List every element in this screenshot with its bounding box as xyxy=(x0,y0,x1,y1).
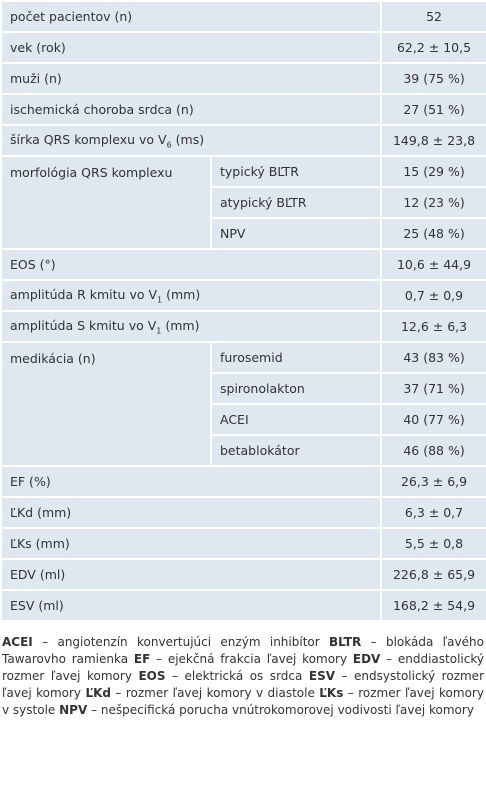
row-label: počet pacientov (n) xyxy=(0,0,383,33)
row-value: 15 (29 %) xyxy=(380,155,486,188)
table-row: betablokátor 46 (88 %) xyxy=(1,434,486,467)
row-label: EDV (ml) xyxy=(0,558,383,591)
table-row: počet pacientov (n) 52 xyxy=(0,0,486,33)
table-row: vek (rok) 62,2 ± 10,5 xyxy=(0,31,486,64)
abbreviation: ESV xyxy=(308,669,336,683)
row-value: 39 (75 %) xyxy=(380,62,486,95)
row-label: ĽKs (mm) xyxy=(0,527,383,560)
row-label: amplitúda R kmitu vo V1 (mm) xyxy=(0,279,383,312)
table-row: NPV 25 (48 %) xyxy=(1,217,486,250)
table-row: muži (n) 39 (75 %) xyxy=(0,62,486,95)
row-label: ESV (ml) xyxy=(0,589,383,622)
table-row: ESV (ml) 168,2 ± 54,9 xyxy=(0,589,486,622)
subscript: 1 xyxy=(156,326,162,336)
abbreviation-text: – enddiastolický rozmer ľavej komory xyxy=(2,652,484,683)
table-row: spironolakton 37 (71 %) xyxy=(1,372,486,405)
row-value: 6,3 ± 0,7 xyxy=(380,496,486,529)
table-row: medikácia (n) furosemid 43 (83 %) xyxy=(0,341,486,467)
abbreviation: EDV xyxy=(352,652,381,666)
row-value: 40 (77 %) xyxy=(380,403,486,436)
row-value: 149,8 ± 23,8 xyxy=(380,124,486,157)
abbreviation-text: – rozmer ľavej komory v systole xyxy=(2,686,484,717)
sub-label: atypický BĽTR xyxy=(209,186,383,219)
table-row: amplitúda S kmitu vo V1 (mm) 12,6 ± 6,3 xyxy=(0,310,486,343)
row-label: medikácia (n) xyxy=(0,341,212,467)
abbreviation: ACEI xyxy=(2,635,33,649)
row-label: amplitúda S kmitu vo V1 (mm) xyxy=(0,310,383,343)
abbreviation: NPV xyxy=(59,703,88,717)
row-label: EOS (°) xyxy=(0,248,383,281)
row-value: 12 (23 %) xyxy=(380,186,486,219)
table-row: EDV (ml) 226,8 ± 65,9 xyxy=(0,558,486,591)
abbreviation: ĽKd xyxy=(85,686,111,700)
sub-label: spironolakton xyxy=(209,372,383,405)
abbreviation-text: – angiotenzín konvertujúci enzým inhibít… xyxy=(42,635,320,649)
label-text: amplitúda R kmitu vo V xyxy=(10,286,158,302)
row-value: 52 xyxy=(380,0,486,33)
row-value: 43 (83 %) xyxy=(380,341,486,374)
row-value: 26,3 ± 6,9 xyxy=(380,465,486,498)
row-label: EF (%) xyxy=(0,465,383,498)
table-row: ĽKs (mm) 5,5 ± 0,8 xyxy=(0,527,486,560)
label-text: šírka QRS komplexu vo V xyxy=(10,131,167,147)
label-text: (mm) xyxy=(162,286,201,302)
row-label: ĽKd (mm) xyxy=(0,496,383,529)
row-value: 27 (51 %) xyxy=(380,93,486,126)
abbreviation: EOS xyxy=(138,669,166,683)
abbreviation-text: – blokáda ľavého Tawarovho ramienka xyxy=(2,635,484,666)
table-row: EF (%) 26,3 ± 6,9 xyxy=(0,465,486,498)
subscript: 6 xyxy=(166,140,172,150)
row-value: 37 (71 %) xyxy=(380,372,486,405)
abbreviation: EF xyxy=(133,652,151,666)
row-label: šírka QRS komplexu vo V6 (ms) xyxy=(0,124,383,157)
row-value: 0,7 ± 0,9 xyxy=(380,279,486,312)
sub-label: NPV xyxy=(209,217,383,250)
row-value: 10,6 ± 44,9 xyxy=(380,248,486,281)
sub-label: betablokátor xyxy=(209,434,383,467)
abbreviation: ĽKs xyxy=(319,686,344,700)
data-table: počet pacientov (n) 52 vek (rok) 62,2 ± 10,… xyxy=(0,0,486,622)
row-value: 25 (48 %) xyxy=(380,217,486,250)
row-label: morfológia QRS komplexu xyxy=(0,155,212,250)
table-row: morfológia QRS komplexu typický BĽTR 15 (2… xyxy=(0,155,486,250)
footnote: ACEI – angiotenzín konvertujúci enzým in… xyxy=(2,634,484,719)
row-value: 226,8 ± 65,9 xyxy=(380,558,486,591)
sub-label: ACEI xyxy=(209,403,383,436)
label-text: amplitúda S kmitu vo V xyxy=(10,317,157,333)
label-text: (ms) xyxy=(171,131,205,147)
table-row: šírka QRS komplexu vo V6 (ms) 149,8 ± 23,… xyxy=(0,124,486,157)
abbreviation-text: – endsystolický rozmer ľavej komory xyxy=(2,669,484,700)
table-row: amplitúda R kmitu vo V1 (mm) 0,7 ± 0,9 xyxy=(0,279,486,312)
row-value: 12,6 ± 6,3 xyxy=(380,310,486,343)
row-label: vek (rok) xyxy=(0,31,383,64)
sub-label: typický BĽTR xyxy=(209,155,383,188)
row-value: 46 (88 %) xyxy=(380,434,486,467)
row-value: 168,2 ± 54,9 xyxy=(380,589,486,622)
row-label: muži (n) xyxy=(0,62,383,95)
label-text: (mm) xyxy=(161,317,200,333)
table-row: ischemická choroba srdca (n) 27 (51 %) xyxy=(0,93,486,126)
row-label: ischemická choroba srdca (n) xyxy=(0,93,383,126)
abbreviation-text: – ejekčná frakcia ľavej komory xyxy=(156,652,348,666)
row-value: 5,5 ± 0,8 xyxy=(380,527,486,560)
subscript: 1 xyxy=(157,295,163,305)
table-row: ĽKd (mm) 6,3 ± 0,7 xyxy=(0,496,486,529)
abbreviation-text: – rozmer ľavej komory v diastole xyxy=(115,686,315,700)
table-row: EOS (°) 10,6 ± 44,9 xyxy=(0,248,486,281)
table-row: ACEI 40 (77 %) xyxy=(1,403,486,436)
abbreviation-text: – nešpecifická porucha vnútrokomorovej v… xyxy=(91,703,474,717)
sub-label: furosemid xyxy=(209,341,383,374)
abbreviation: BĽTR xyxy=(329,635,362,649)
table-row: atypický BĽTR 12 (23 %) xyxy=(1,186,486,219)
row-value: 62,2 ± 10,5 xyxy=(380,31,486,64)
abbreviation-text: – elektrická os srdca xyxy=(172,669,303,683)
